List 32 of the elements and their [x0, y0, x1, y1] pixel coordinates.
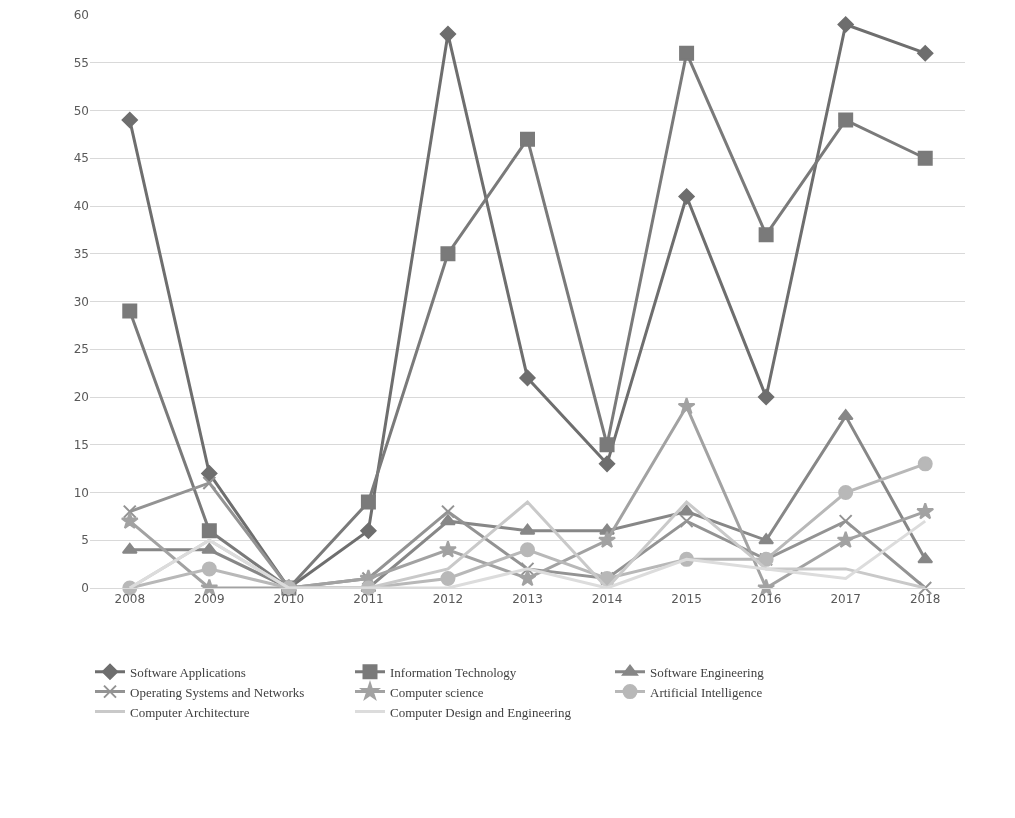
y-tick-label: 20 [73, 390, 89, 405]
x-tick-label: 2009 [194, 592, 225, 607]
x-tick-label: 2015 [671, 592, 702, 607]
x-tick-label: 2014 [591, 592, 623, 607]
legend-label: Software Engineering [650, 664, 765, 680]
legend-label: Computer science [390, 684, 484, 700]
x-tick-label: 2011 [353, 592, 384, 607]
y-tick-label: 25 [73, 342, 89, 357]
legend-label: Artificial Intelligence [650, 684, 763, 700]
x-tick-label: 2010 [273, 592, 305, 607]
y-tick-label: 60 [73, 8, 89, 23]
x-tick-label: 2017 [830, 592, 861, 607]
y-tick-label: 0 [81, 581, 89, 596]
x-tick-label: 2012 [432, 592, 464, 607]
y-tick-label: 5 [81, 533, 89, 548]
x-tick-label: 2013 [512, 592, 543, 607]
legend-label: Computer Architecture [130, 704, 250, 720]
x-tick-label: 2008 [114, 592, 146, 607]
y-tick-label: 50 [73, 103, 89, 118]
y-tick-label: 35 [73, 246, 89, 261]
y-tick-label: 10 [73, 485, 89, 500]
y-tick-label: 40 [73, 199, 89, 214]
y-tick-label: 45 [73, 151, 89, 166]
x-tick-label: 2018 [909, 592, 941, 607]
legend-label: Operating Systems and Networks [130, 684, 305, 700]
legend-label: Software Applications [130, 664, 246, 680]
x-tick-label: 2016 [750, 592, 782, 607]
y-tick-label: 15 [73, 437, 89, 452]
legend-label: Computer Design and Engineering [390, 704, 572, 720]
legend-label: Information Technology [390, 664, 517, 680]
y-tick-label: 30 [73, 294, 89, 309]
y-tick-label: 55 [73, 55, 89, 70]
